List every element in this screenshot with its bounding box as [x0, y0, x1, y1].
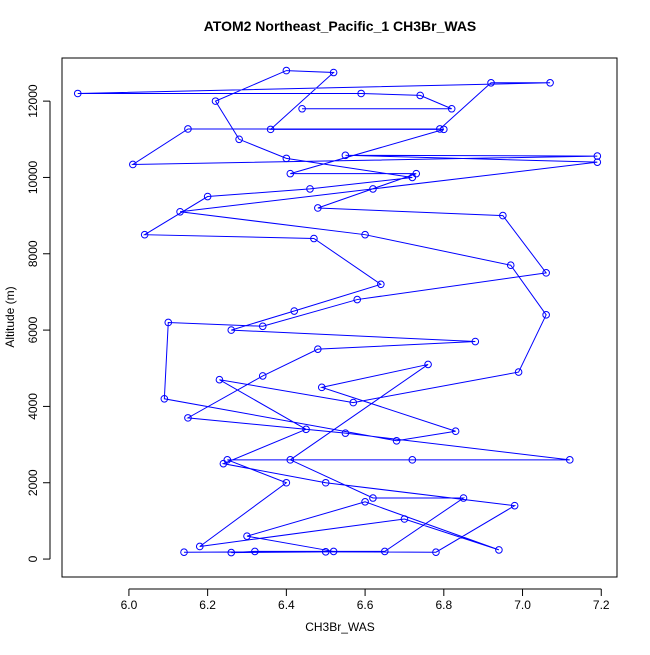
point	[321, 548, 330, 556]
point	[471, 337, 480, 346]
point	[408, 456, 417, 464]
point	[369, 494, 377, 502]
point	[416, 91, 424, 100]
point	[392, 436, 401, 445]
point	[353, 295, 362, 304]
point	[593, 152, 602, 160]
point	[286, 456, 295, 464]
point	[195, 542, 204, 551]
point	[408, 173, 417, 182]
point	[412, 169, 421, 178]
point	[349, 398, 358, 407]
point	[258, 372, 267, 380]
point	[251, 547, 259, 556]
point	[282, 154, 291, 163]
point	[341, 429, 350, 437]
point	[306, 185, 314, 193]
point	[310, 234, 318, 243]
point	[180, 548, 188, 556]
point	[400, 515, 409, 523]
point	[542, 269, 550, 277]
point	[223, 456, 232, 464]
x-tick-label: 6.0	[121, 598, 138, 612]
point	[432, 548, 440, 556]
point	[314, 345, 322, 353]
point	[451, 427, 460, 436]
point	[377, 280, 385, 289]
point	[184, 125, 192, 133]
y-tick-label: 12000	[26, 84, 40, 118]
x-tick-label: 6.2	[199, 598, 216, 612]
point	[282, 66, 291, 75]
y-axis-label: Altitude (m)	[3, 286, 17, 347]
y-tick-label: 0	[26, 555, 40, 562]
x-tick-label: 7.0	[514, 598, 531, 612]
point	[459, 494, 468, 502]
point	[227, 548, 236, 557]
x-tick-label: 6.8	[435, 598, 452, 612]
point	[227, 326, 236, 334]
plot-box	[61, 57, 618, 578]
x-tick-label: 6.6	[357, 598, 374, 612]
point	[361, 230, 369, 239]
x-tick-label: 7.2	[593, 598, 610, 612]
point	[317, 383, 326, 392]
point	[510, 501, 519, 510]
point	[298, 104, 306, 113]
point	[215, 375, 224, 384]
series-line	[77, 70, 598, 554]
point	[211, 97, 220, 105]
point	[266, 125, 275, 134]
point	[243, 532, 251, 540]
point	[357, 89, 365, 98]
point	[140, 230, 149, 239]
chart-title: ATOM2 Northeast_Pacific_1 CH3Br_WAS	[204, 18, 477, 34]
y-tick-label: 6000	[26, 316, 40, 343]
point	[176, 207, 184, 216]
point	[341, 151, 350, 160]
point	[369, 185, 377, 193]
point	[286, 169, 295, 178]
point	[447, 104, 456, 113]
point	[499, 211, 507, 220]
point	[203, 192, 212, 201]
point	[258, 322, 267, 331]
point	[565, 456, 574, 464]
point	[361, 498, 369, 506]
point	[506, 261, 515, 270]
point	[380, 547, 389, 556]
point	[302, 425, 310, 434]
point	[514, 368, 523, 376]
point	[219, 459, 228, 468]
point	[314, 204, 322, 212]
point	[542, 311, 550, 319]
point	[321, 478, 330, 487]
point	[73, 89, 82, 98]
point	[129, 160, 137, 169]
point	[329, 547, 338, 556]
point	[495, 546, 503, 554]
y-tick-label: 4000	[26, 393, 40, 420]
y-tick-label: 8000	[26, 240, 40, 267]
point	[235, 135, 243, 144]
x-tick-label: 6.4	[278, 598, 295, 612]
point	[164, 318, 173, 327]
point	[282, 478, 291, 487]
point	[436, 125, 444, 133]
point	[290, 307, 299, 315]
point	[546, 79, 554, 87]
x-axis-label: CH3Br_WAS	[305, 620, 375, 634]
y-tick-label: 2000	[26, 469, 40, 496]
point	[184, 414, 192, 422]
point	[329, 68, 338, 77]
point	[424, 360, 432, 369]
point	[487, 79, 495, 87]
y-tick-label: 10000	[26, 160, 40, 194]
point	[440, 125, 448, 134]
point	[160, 394, 169, 403]
